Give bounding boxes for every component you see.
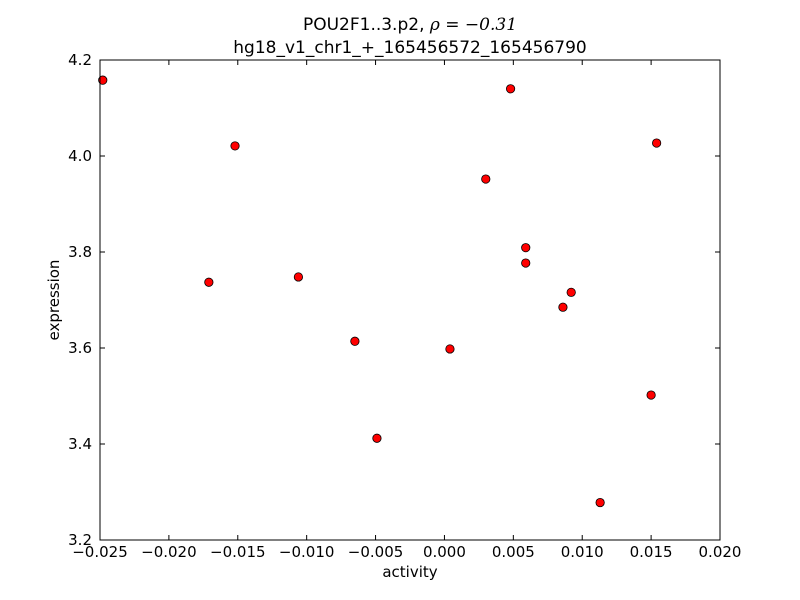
data-point (350, 336, 360, 346)
y-tick-label: 3.8 (68, 243, 92, 261)
x-tick-label: 0.000 (423, 543, 466, 561)
y-tick-label: 4.0 (68, 147, 92, 165)
data-point (646, 390, 656, 400)
x-tick-label: −0.005 (348, 543, 404, 561)
y-tick-label: 3.6 (68, 339, 92, 357)
x-tick-label: 0.015 (630, 543, 673, 561)
data-point (98, 75, 108, 85)
data-point (558, 302, 568, 312)
y-tick-label: 3.2 (68, 531, 92, 549)
x-tick-label: −0.025 (72, 543, 128, 561)
data-point (230, 141, 240, 151)
x-tick-label: −0.020 (141, 543, 197, 561)
data-point (505, 84, 516, 94)
chart-title: POU2F1..3.p2, ρ = −0.31 (303, 15, 517, 35)
data-point (204, 277, 214, 287)
data-points (98, 75, 662, 508)
y-axis-label: expression (45, 260, 63, 341)
data-point (595, 497, 605, 508)
x-tick-label: −0.010 (279, 543, 335, 561)
chart-title-line-1: POU2F1..3.p2, (303, 15, 430, 35)
data-point (293, 272, 303, 282)
x-tick-label: 0.005 (492, 543, 535, 561)
plot-area (100, 60, 720, 540)
plot-frame (99, 59, 721, 541)
data-point (521, 243, 531, 253)
data-point (445, 344, 455, 354)
x-tick-label: 0.010 (561, 543, 604, 561)
y-tick-label: 4.2 (68, 51, 92, 69)
x-axis-ticks: −0.025 −0.020 −0.015 −0.010 −0.005 0.000 0.005… (72, 60, 741, 561)
x-tick-label: 0.020 (699, 543, 742, 561)
y-axis-ticks: 3.2 3.4 3.6 3.8 4.0 4.2 (68, 51, 720, 549)
data-point (521, 258, 531, 268)
data-point (481, 174, 491, 184)
data-point (652, 138, 662, 148)
chart-subtitle: hg18_v1_chr1_+_165456572_165456790 (233, 38, 586, 58)
x-tick-label: −0.015 (210, 543, 266, 561)
data-point (566, 287, 576, 297)
y-tick-label: 3.4 (68, 435, 92, 453)
data-point (372, 433, 382, 443)
x-axis-label: activity (382, 563, 437, 581)
chart-title-rho: ρ = −0.31 (429, 15, 517, 35)
